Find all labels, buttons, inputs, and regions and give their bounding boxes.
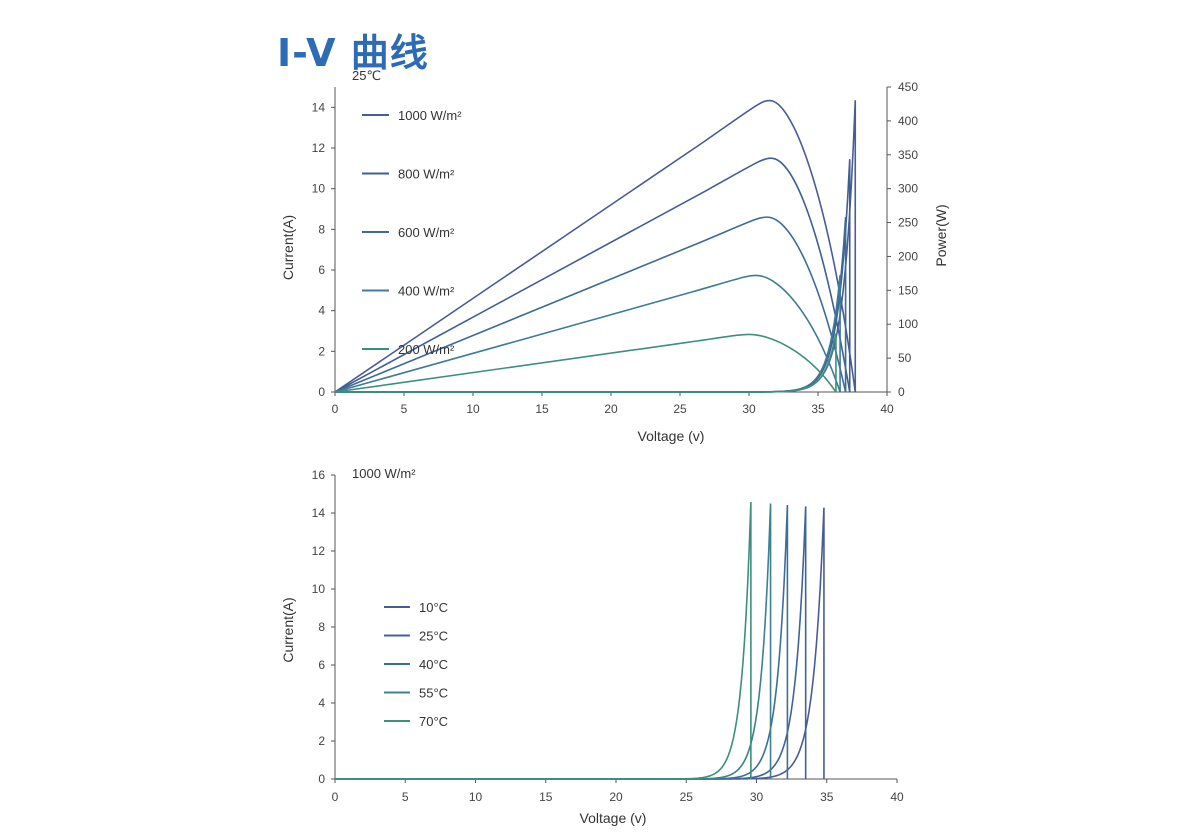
chart1-x-tick-label: 15 [535, 402, 549, 416]
chart1-y-tick-label: 10 [312, 182, 326, 196]
chart2-y-tick-label: 14 [312, 506, 326, 520]
chart1-x-tick-label: 25 [673, 402, 687, 416]
chart1-x-tick-label: 5 [401, 402, 408, 416]
chart1-x-tick-label: 30 [742, 402, 756, 416]
chart2-legend-label: 55°C [419, 686, 448, 701]
chart2-x-tick-label: 35 [820, 790, 834, 804]
chart2-x-tick-label: 15 [539, 790, 553, 804]
chart1-power-curve [334, 157, 851, 393]
chart1-legend-label: 200 W/m² [398, 342, 455, 357]
chart2-iv-curve [335, 503, 772, 780]
chart1-y2-tick-label: 350 [898, 148, 918, 162]
chart1-y2-tick-label: 0 [898, 385, 905, 399]
chart1-y2-tick-label: 400 [898, 114, 918, 128]
chart2-legend-label: 40°C [419, 657, 448, 672]
chart2-x-tick-label: 0 [332, 790, 339, 804]
chart1-condition-label: 25℃ [352, 68, 381, 83]
chart2-y-tick-label: 16 [312, 468, 326, 482]
chart2-x-tick-label: 20 [609, 790, 623, 804]
chart2-y-axis-label: Current(A) [280, 597, 296, 662]
chart1-x-tick-label: 40 [880, 402, 894, 416]
chart1-legend-label: 1000 W/m² [398, 108, 462, 123]
chart2-y-tick-label: 0 [318, 772, 325, 786]
chart2-x-tick-label: 10 [469, 790, 483, 804]
chart2-y-tick-label: 12 [312, 544, 326, 558]
chart2-x-axis-label: Voltage (v) [580, 810, 647, 826]
chart2-iv-curve [335, 504, 789, 780]
chart1-legend-label: 600 W/m² [398, 225, 455, 240]
chart2-x-tick-label: 40 [890, 790, 904, 804]
chart1-legend-label: 400 W/m² [398, 284, 455, 299]
chart1-y2-tick-label: 450 [898, 80, 918, 94]
chart1-y2-tick-label: 300 [898, 182, 918, 196]
chart1-y2-tick-label: 150 [898, 283, 918, 297]
chart1-y2-tick-label: 100 [898, 317, 918, 331]
chart2-y-tick-label: 6 [318, 658, 325, 672]
chart2-x-tick-label: 25 [680, 790, 694, 804]
page-title: I-V 曲线 [277, 31, 429, 75]
chart1-y-tick-label: 2 [318, 344, 325, 358]
chart1-y-tick-label: 6 [318, 263, 325, 277]
chart1-y-tick-label: 4 [318, 304, 325, 318]
chart1-x-tick-label: 10 [466, 402, 480, 416]
chart1-y-tick-label: 12 [312, 141, 326, 155]
chart2-iv-curve [335, 501, 752, 780]
chart1-power-curve [334, 216, 847, 393]
chart2-x-tick-label: 5 [402, 790, 409, 804]
chart2-legend-label: 10°C [419, 600, 448, 615]
chart2-iv-curve [335, 506, 807, 780]
chart1-y-tick-label: 8 [318, 222, 325, 236]
chart2-y-tick-label: 2 [318, 734, 325, 748]
chart2-y-tick-label: 8 [318, 620, 325, 634]
chart1-power-curve [334, 333, 837, 393]
chart1-iv-curve [335, 333, 837, 393]
chart1-y2-tick-label: 200 [898, 249, 918, 263]
chart1-y2-tick-label: 50 [898, 351, 912, 365]
chart1-iv-curve [335, 217, 847, 393]
chart1-legend-label: 800 W/m² [398, 167, 455, 182]
chart1-x-tick-label: 20 [604, 402, 618, 416]
chart1-y-tick-label: 0 [318, 385, 325, 399]
chart1-y-axis-label: Current(A) [280, 215, 296, 280]
chart1-y-tick-label: 14 [312, 100, 326, 114]
chart2-y-tick-label: 10 [312, 582, 326, 596]
chart1-y2-axis-label: Power(W) [933, 204, 949, 266]
chart1-x-axis-label: Voltage (v) [638, 428, 705, 444]
chart1-x-tick-label: 35 [811, 402, 825, 416]
chart1-y2-tick-label: 250 [898, 216, 918, 230]
chart1-power-curve [334, 274, 841, 393]
chart2-legend-label: 70°C [419, 714, 448, 729]
chart2-y-tick-label: 4 [318, 696, 325, 710]
chart1-iv-curve [335, 159, 851, 393]
chart2-x-tick-label: 30 [750, 790, 764, 804]
chart1-x-tick-label: 0 [332, 402, 339, 416]
chart2-legend-label: 25°C [419, 629, 448, 644]
chart1-power-curve [334, 99, 857, 393]
chart2-condition-label: 1000 W/m² [352, 466, 416, 481]
